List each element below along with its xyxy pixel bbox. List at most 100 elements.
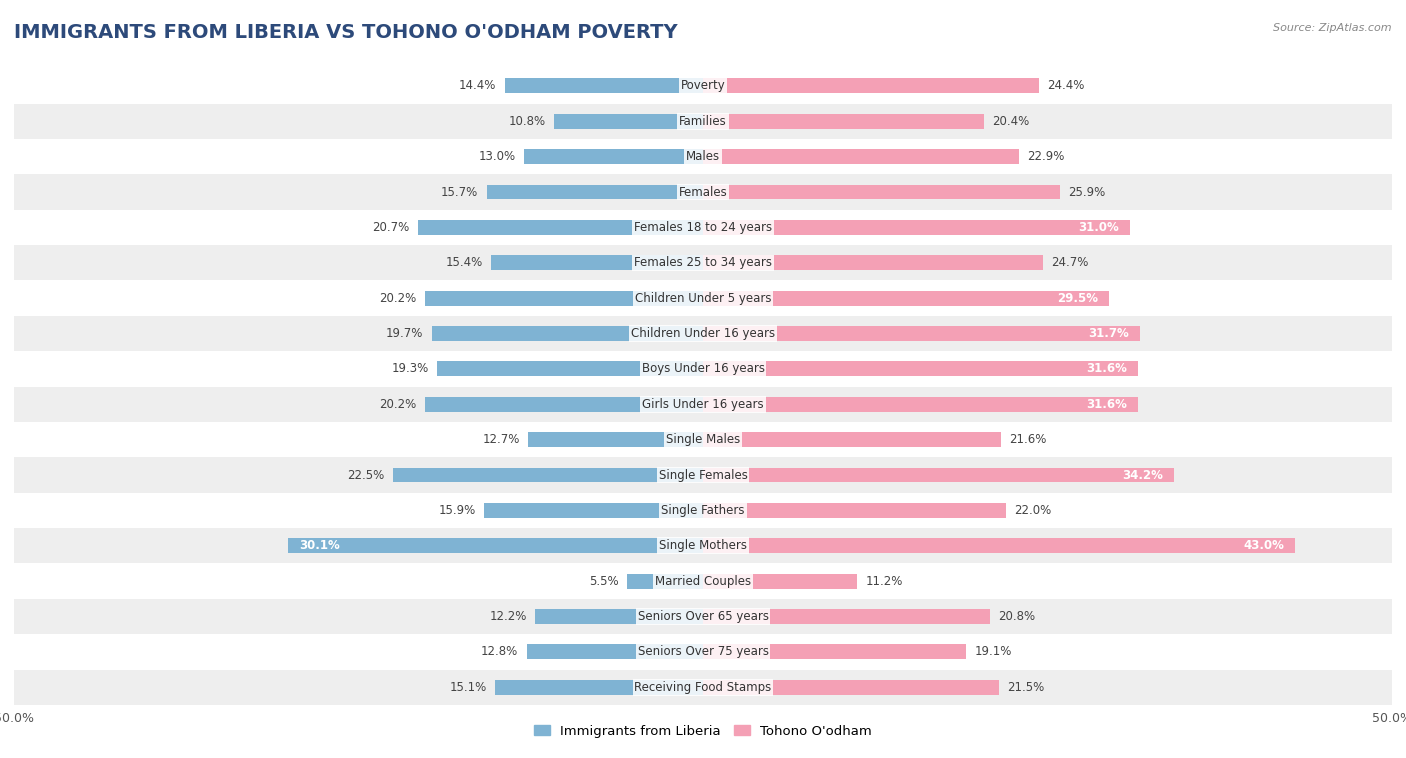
Bar (14, 528, 1392, 563)
Bar (703, 432, 1001, 447)
Bar (418, 220, 703, 235)
Text: 12.2%: 12.2% (489, 610, 527, 623)
Text: Girls Under 16 years: Girls Under 16 years (643, 398, 763, 411)
Text: 22.9%: 22.9% (1026, 150, 1064, 163)
Text: Poverty: Poverty (681, 80, 725, 92)
Text: 29.5%: 29.5% (1057, 292, 1098, 305)
Text: 21.6%: 21.6% (1010, 433, 1046, 446)
Bar (703, 680, 1000, 694)
Text: 14.4%: 14.4% (458, 80, 496, 92)
Text: 10.8%: 10.8% (509, 114, 546, 128)
Text: 20.2%: 20.2% (380, 292, 416, 305)
Bar (14, 563, 1392, 599)
Bar (437, 362, 703, 376)
Bar (14, 351, 1392, 387)
Text: Married Couples: Married Couples (655, 575, 751, 587)
Text: 22.0%: 22.0% (1014, 504, 1052, 517)
Bar (14, 634, 1392, 669)
Legend: Immigrants from Liberia, Tohono O'odham: Immigrants from Liberia, Tohono O'odham (529, 719, 877, 743)
Bar (703, 149, 1018, 164)
Text: 34.2%: 34.2% (1122, 468, 1163, 481)
Text: 31.7%: 31.7% (1088, 327, 1129, 340)
Bar (484, 503, 703, 518)
Bar (505, 79, 703, 93)
Text: 15.7%: 15.7% (441, 186, 478, 199)
Bar (491, 255, 703, 270)
Text: 22.5%: 22.5% (347, 468, 385, 481)
Text: Males: Males (686, 150, 720, 163)
Bar (703, 538, 1295, 553)
Text: Females 25 to 34 years: Females 25 to 34 years (634, 256, 772, 269)
Text: 11.2%: 11.2% (866, 575, 903, 587)
Text: Seniors Over 65 years: Seniors Over 65 years (637, 610, 769, 623)
Text: 24.7%: 24.7% (1052, 256, 1090, 269)
Bar (627, 574, 703, 588)
Text: Families: Families (679, 114, 727, 128)
Text: 13.0%: 13.0% (478, 150, 516, 163)
Bar (703, 79, 1039, 93)
Text: 30.1%: 30.1% (299, 539, 340, 553)
Bar (425, 291, 703, 305)
Bar (703, 574, 858, 588)
Bar (14, 174, 1392, 210)
Text: 12.7%: 12.7% (482, 433, 520, 446)
Bar (14, 422, 1392, 457)
Text: Boys Under 16 years: Boys Under 16 years (641, 362, 765, 375)
Bar (432, 326, 703, 341)
Bar (14, 139, 1392, 174)
Bar (14, 68, 1392, 104)
Text: Females: Females (679, 186, 727, 199)
Text: 19.7%: 19.7% (385, 327, 423, 340)
Text: 15.1%: 15.1% (450, 681, 486, 694)
Bar (534, 609, 703, 624)
Bar (14, 493, 1392, 528)
Text: 5.5%: 5.5% (589, 575, 619, 587)
Text: 15.9%: 15.9% (439, 504, 475, 517)
Text: 19.3%: 19.3% (391, 362, 429, 375)
Bar (703, 468, 1174, 482)
Text: 24.4%: 24.4% (1047, 80, 1085, 92)
Bar (703, 185, 1060, 199)
Bar (703, 220, 1130, 235)
Bar (703, 291, 1109, 305)
Text: 31.6%: 31.6% (1087, 398, 1128, 411)
Text: Seniors Over 75 years: Seniors Over 75 years (637, 645, 769, 659)
Text: Source: ZipAtlas.com: Source: ZipAtlas.com (1274, 23, 1392, 33)
Bar (14, 280, 1392, 316)
Bar (14, 387, 1392, 422)
Bar (703, 362, 1139, 376)
Bar (703, 397, 1139, 412)
Bar (527, 644, 703, 659)
Bar (14, 210, 1392, 245)
Text: 20.7%: 20.7% (373, 221, 409, 234)
Bar (425, 397, 703, 412)
Bar (524, 149, 703, 164)
Text: 12.8%: 12.8% (481, 645, 519, 659)
Bar (14, 316, 1392, 351)
Text: 25.9%: 25.9% (1069, 186, 1105, 199)
Text: 20.2%: 20.2% (380, 398, 416, 411)
Bar (554, 114, 703, 129)
Bar (14, 669, 1392, 705)
Text: Single Males: Single Males (666, 433, 740, 446)
Text: 31.6%: 31.6% (1087, 362, 1128, 375)
Bar (486, 185, 703, 199)
Text: 19.1%: 19.1% (974, 645, 1012, 659)
Text: Receiving Food Stamps: Receiving Food Stamps (634, 681, 772, 694)
Bar (703, 503, 1007, 518)
Bar (703, 609, 990, 624)
Bar (529, 432, 703, 447)
Bar (14, 104, 1392, 139)
Bar (14, 245, 1392, 280)
Text: Single Fathers: Single Fathers (661, 504, 745, 517)
Text: 31.0%: 31.0% (1078, 221, 1119, 234)
Bar (14, 457, 1392, 493)
Text: Females 18 to 24 years: Females 18 to 24 years (634, 221, 772, 234)
Text: 21.5%: 21.5% (1008, 681, 1045, 694)
Bar (703, 114, 984, 129)
Bar (703, 326, 1140, 341)
Text: 20.8%: 20.8% (998, 610, 1035, 623)
Bar (703, 255, 1043, 270)
Text: Children Under 16 years: Children Under 16 years (631, 327, 775, 340)
Text: 20.4%: 20.4% (993, 114, 1029, 128)
